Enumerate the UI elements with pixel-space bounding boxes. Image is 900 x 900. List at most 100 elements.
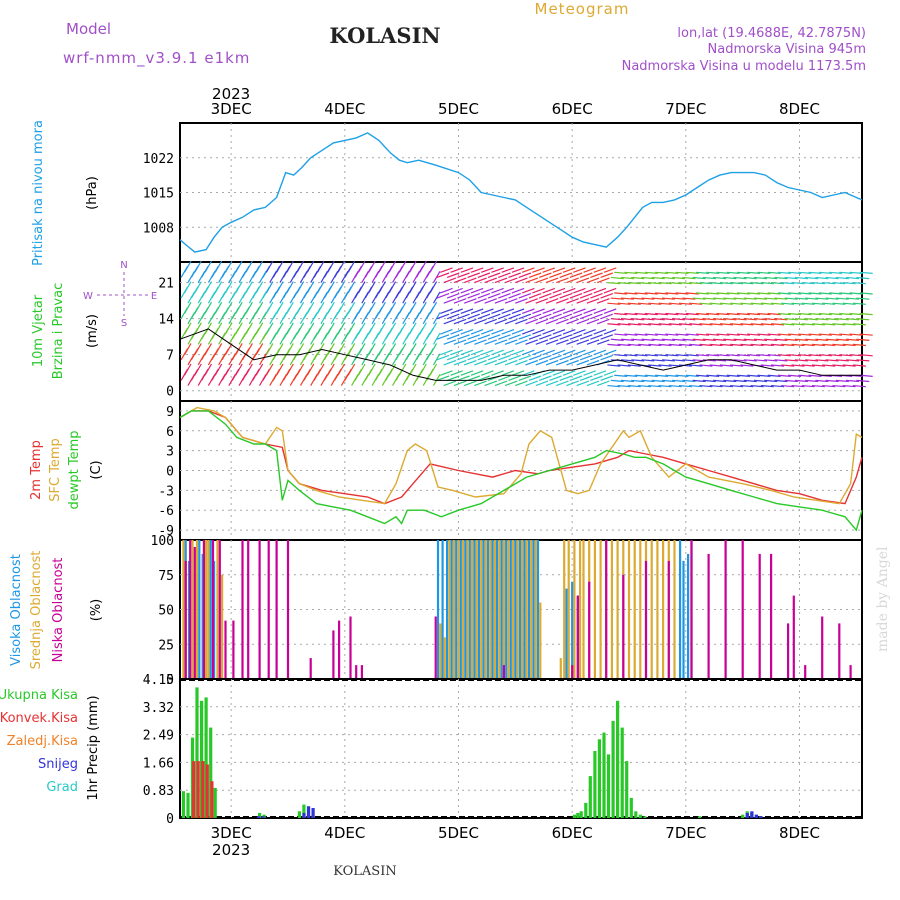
wind-barb [689,323,703,326]
y-tick-label: 21 [158,277,174,292]
wind-barb [388,322,397,335]
wind-barb [617,364,631,367]
legend-entry: Ukupna Kisa [0,688,78,703]
wind-barb [528,313,542,320]
wind-barb [214,260,223,273]
wind-barb [764,276,778,280]
bar [518,540,521,679]
wind-barb [682,297,696,300]
wind-barb [235,322,243,335]
wind-barb [327,260,335,273]
wind-barb [429,281,438,294]
wind-barb [839,271,853,274]
wind-barb [651,359,665,362]
wind-barb [726,374,740,377]
wind-barb [477,293,491,299]
wind-barb [620,318,635,321]
wind-barb [593,349,607,356]
bar [211,540,215,679]
wind-barb [398,322,407,335]
wind-barb [457,334,470,340]
wind-barb [590,272,603,279]
wind-barb [661,379,675,383]
bar [302,804,306,818]
wind-barb [552,308,566,315]
wind-barb [276,322,284,335]
wind-barb [808,271,822,274]
wind-barb [730,323,744,326]
wind-barb [525,380,539,387]
bar [588,581,591,679]
wind-barb [767,333,781,336]
bar [527,540,531,679]
wind-barb [566,298,579,304]
wind-barb [832,384,846,388]
bar [511,540,515,679]
wind-barb [511,308,525,315]
wind-barb [235,301,243,314]
wind-barb [610,379,624,383]
compass-s: S [121,318,127,329]
wind-barb [839,354,853,357]
wind-barb [859,292,873,295]
x-tick-label: 3DEC [211,824,252,842]
wind-barb [440,370,453,376]
bar [455,540,458,679]
bar [502,540,505,679]
wind-barb [658,384,672,388]
bar [525,540,528,679]
wind-barb [306,301,315,314]
wind-barb [521,287,535,294]
wind-barb [774,318,788,321]
y-axis-label: 1hr Precip (mm) [86,695,101,800]
wind-barb [542,267,556,273]
wind-barb [685,312,699,316]
wind-barb [579,354,593,361]
wind-barb [525,318,539,325]
wind-barb [740,343,754,347]
y-tick-label: 1022 [143,152,174,167]
wind-barb [784,359,798,362]
wind-barb [842,343,856,347]
bar [620,727,624,818]
model-label: Model [66,20,111,38]
wind-barb [678,384,692,388]
wind-barb [525,339,539,345]
wind-barb [286,260,294,273]
wind-barb [706,312,720,316]
model-name: wrf-nmm_v3.9.1 e1km [63,49,250,68]
wind-barb [740,302,754,305]
wind-barb [443,380,457,387]
wind-barb [760,364,774,367]
bar [201,761,205,818]
y-tick-label: -6 [158,504,174,519]
wind-barb [204,301,213,314]
wind-barb [685,354,699,357]
x-year-label: 2023 [212,841,250,859]
wind-barb [627,384,641,388]
wind-barb [518,293,532,299]
wind-barb [607,384,621,388]
bar [221,574,224,680]
wind-barb [265,301,274,314]
wind-barb [388,281,397,294]
wind-barb [706,354,720,357]
wind-barb [593,287,607,294]
wind-barb [706,333,720,336]
wind-barb [668,384,682,388]
wind-barb [607,343,621,347]
wind-barb [805,379,819,383]
wind-barb [286,343,294,355]
wind-barb [730,384,744,388]
bar [275,540,278,679]
wind-barb [409,322,417,335]
panel-1: 1008 1015 1022 Pritisak na nivou mora (hPa) 3… [31,85,863,266]
wind-barb [337,363,346,376]
y-tick-label: 0 [166,465,174,480]
wind-barb [446,313,460,320]
wind-barb [504,318,518,325]
bar [644,560,648,679]
wind-barb [460,287,474,294]
wind-barb [801,323,815,326]
wind-barb [255,343,264,355]
